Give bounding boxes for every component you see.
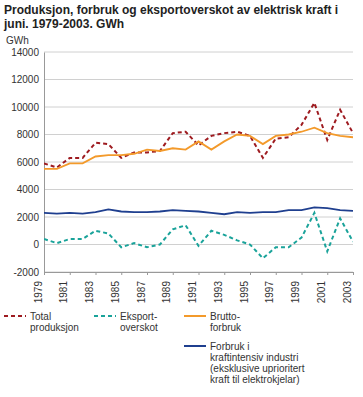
x-tick-label: 1999 bbox=[290, 281, 301, 304]
legend-label: Totalproduksjon bbox=[30, 311, 79, 333]
y-tick: 12000 bbox=[11, 74, 44, 85]
x-tick: 1981 bbox=[58, 272, 70, 303]
legend-item: Totalproduksjon bbox=[4, 311, 79, 333]
grid-line bbox=[44, 162, 353, 163]
grid-line bbox=[44, 79, 353, 80]
x-tick: 1995 bbox=[239, 272, 251, 303]
x-tick: 1991 bbox=[187, 272, 199, 303]
grid-line bbox=[44, 134, 353, 135]
legend-swatch bbox=[184, 345, 206, 347]
grid-line bbox=[44, 52, 353, 53]
x-tick: 1993 bbox=[213, 272, 225, 303]
x-tick-label: 1987 bbox=[136, 281, 147, 304]
x-tick: 1999 bbox=[290, 272, 302, 303]
x-tick-mark bbox=[353, 272, 354, 275]
grid-line bbox=[44, 217, 353, 218]
x-tick-label: 1981 bbox=[58, 281, 69, 304]
x-tick-mark bbox=[121, 272, 122, 275]
y-tick-label: 10000 bbox=[11, 102, 39, 113]
x-tick-mark bbox=[224, 272, 225, 275]
y-tick-label: -2000 bbox=[13, 267, 39, 278]
x-tick: 2001 bbox=[316, 272, 328, 303]
x-tick-mark bbox=[147, 272, 148, 275]
y-tick-label: 8000 bbox=[17, 129, 40, 140]
x-tick-mark bbox=[327, 272, 328, 275]
y-tick: 0 bbox=[33, 239, 44, 250]
grid-line bbox=[44, 189, 353, 190]
y-tick-label: 4000 bbox=[17, 184, 40, 195]
legend-swatch bbox=[184, 315, 206, 317]
y-tick: -2000 bbox=[13, 267, 44, 278]
y-tick-label: 0 bbox=[33, 239, 39, 250]
y-tick-label: 14000 bbox=[11, 47, 39, 58]
y-label: GWh bbox=[6, 35, 29, 46]
x-tick-label: 1995 bbox=[239, 281, 250, 304]
x-axis-line bbox=[45, 273, 354, 276]
x-tick: 1983 bbox=[84, 272, 96, 303]
x-tick-label: 1985 bbox=[110, 281, 121, 304]
x-tick-label: 1979 bbox=[33, 281, 44, 304]
series-group bbox=[44, 103, 353, 258]
grid-line bbox=[44, 107, 353, 108]
x-tick-mark bbox=[250, 272, 251, 275]
x-tick-mark bbox=[96, 272, 97, 275]
series-line bbox=[44, 128, 353, 169]
series-line bbox=[44, 207, 353, 214]
x-tick-label: 1983 bbox=[84, 281, 95, 304]
y-tick-label: 6000 bbox=[17, 157, 40, 168]
x-tick-label: 1993 bbox=[213, 281, 224, 304]
x-tick-label: 1991 bbox=[187, 281, 198, 304]
x-tick-mark bbox=[276, 272, 277, 275]
x-tick: 1989 bbox=[161, 272, 173, 303]
x-tick: 1997 bbox=[264, 272, 276, 303]
y-axis: -2000 0 2000 4000 6000 8000 10000 12000 14000 bbox=[11, 47, 44, 278]
x-tick-mark bbox=[302, 272, 303, 275]
series-line bbox=[44, 213, 353, 258]
x-tick-label: 1989 bbox=[161, 281, 172, 304]
legend-label: Eksport-overskot bbox=[120, 311, 158, 333]
chart: Produksjon, forbruk og eksportoverskot a… bbox=[0, 0, 363, 397]
x-tick: 2003 bbox=[342, 272, 354, 303]
legend-item: Brutto-forbruk bbox=[184, 311, 242, 333]
title: Produksjon, forbruk og eksportoverskot a… bbox=[3, 3, 338, 31]
x-tick-mark bbox=[44, 272, 45, 275]
legend-swatch bbox=[4, 315, 26, 317]
x-tick-mark bbox=[199, 272, 200, 275]
legend-label: Forbruk ikraftintensiv industri(eksklusi… bbox=[210, 341, 305, 385]
x-tick: 1987 bbox=[136, 272, 148, 303]
legend: Totalproduksjon Eksport-overskot Brutto-fo… bbox=[4, 311, 305, 385]
x-tick-label: 2003 bbox=[342, 281, 353, 304]
x-tick-mark bbox=[70, 272, 71, 275]
x-tick: 1979 bbox=[33, 272, 45, 303]
x-tick-label: 2001 bbox=[316, 281, 327, 304]
legend-swatch bbox=[94, 315, 116, 317]
legend-item: Forbruk ikraftintensiv industri(eksklusi… bbox=[184, 341, 305, 385]
y-tick-label: 12000 bbox=[11, 74, 39, 85]
x-axis: 1979 1981 1983 1985 1987 1989 1991 1993 1995 1997… bbox=[33, 272, 354, 303]
y-tick: 4000 bbox=[17, 184, 44, 195]
y-tick: 2000 bbox=[17, 212, 44, 223]
y-tick: 14000 bbox=[11, 47, 44, 58]
grid bbox=[44, 52, 353, 272]
series-line bbox=[44, 103, 353, 168]
y-tick: 8000 bbox=[17, 129, 44, 140]
legend-item: Eksport-overskot bbox=[94, 311, 158, 333]
y-tick: 6000 bbox=[17, 157, 44, 168]
legend-label: Brutto-forbruk bbox=[210, 311, 242, 333]
y-tick-label: 2000 bbox=[17, 212, 40, 223]
x-tick: 1985 bbox=[110, 272, 122, 303]
y-tick: 10000 bbox=[11, 102, 44, 113]
x-tick-mark bbox=[173, 272, 174, 275]
x-tick-label: 1997 bbox=[264, 281, 275, 304]
